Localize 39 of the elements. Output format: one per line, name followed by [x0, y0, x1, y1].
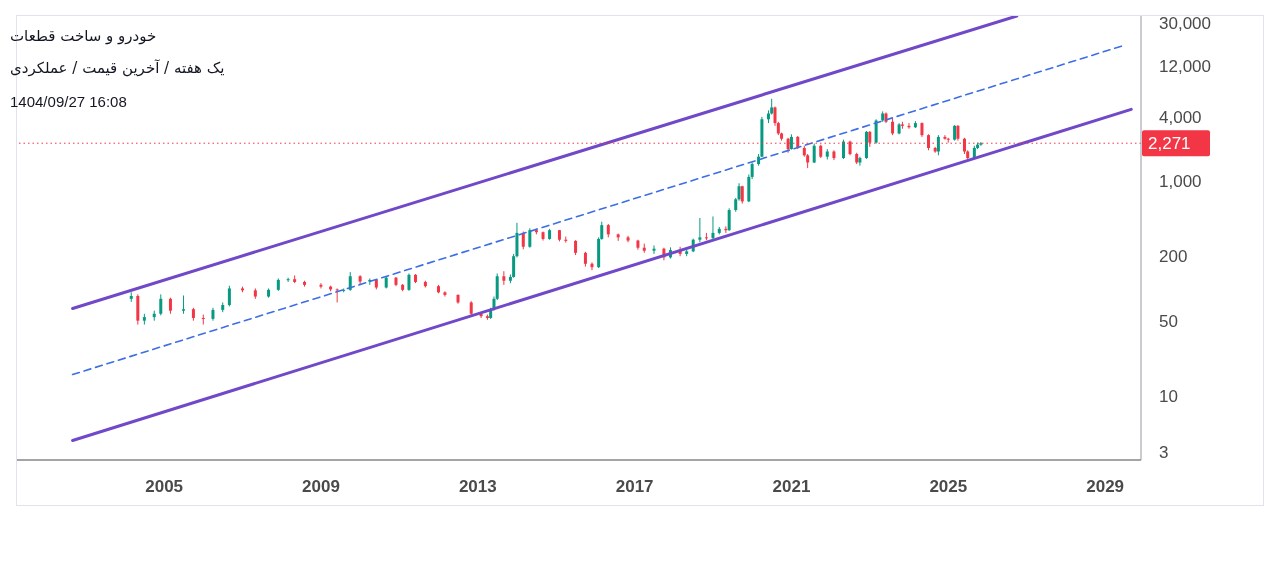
- x-tick-label: 2021: [772, 477, 811, 497]
- candlestick: [711, 215, 715, 240]
- y-tick-label: 50: [1159, 311, 1178, 331]
- candlestick: [858, 156, 862, 167]
- y-tick-label: 10: [1159, 386, 1178, 406]
- x-tick-label: 2025: [929, 477, 968, 497]
- text: یک هفته / آخرین قیمت / عملکردی: [10, 59, 225, 77]
- candlestick: [841, 139, 845, 160]
- x-tick-label: 2009: [302, 477, 340, 497]
- x-tick-label: 2005: [145, 477, 184, 497]
- x-tick-label: 2017: [615, 477, 654, 497]
- candlestick: [590, 261, 594, 271]
- y-tick-label: 12,000: [1159, 56, 1211, 76]
- candlestick: [227, 285, 231, 307]
- candlestick: [201, 314, 205, 326]
- candlestick: [979, 141, 983, 147]
- candlestick: [528, 227, 532, 249]
- candlestick: [159, 293, 163, 316]
- candlestick: [652, 244, 656, 255]
- annotation: 1404/09/27 16:08: [10, 93, 127, 110]
- y-tick-label: 30,000: [1159, 14, 1211, 34]
- y-tick-label: 200: [1159, 247, 1188, 267]
- candlestick: [943, 134, 947, 141]
- candlestick: [286, 277, 290, 283]
- y-tick-label: 1,000: [1159, 172, 1202, 192]
- text: خودرو و ساخت قطعات: [10, 27, 157, 45]
- ref-line-label: 2,271: [1148, 134, 1191, 154]
- candlestick: [812, 143, 816, 164]
- x-tick-label: 2013: [458, 477, 497, 497]
- candlestick: [182, 294, 186, 315]
- candlestick: [443, 290, 447, 298]
- y-tick-label: 3: [1159, 442, 1169, 462]
- candlestick: [319, 282, 323, 289]
- y-tick-label: 4,000: [1159, 107, 1202, 127]
- candlestick: [698, 217, 702, 243]
- candlestick: [502, 270, 506, 286]
- candlestick: [874, 118, 878, 145]
- candlestick: [348, 271, 352, 292]
- x-tick-label: 2029: [1086, 477, 1125, 497]
